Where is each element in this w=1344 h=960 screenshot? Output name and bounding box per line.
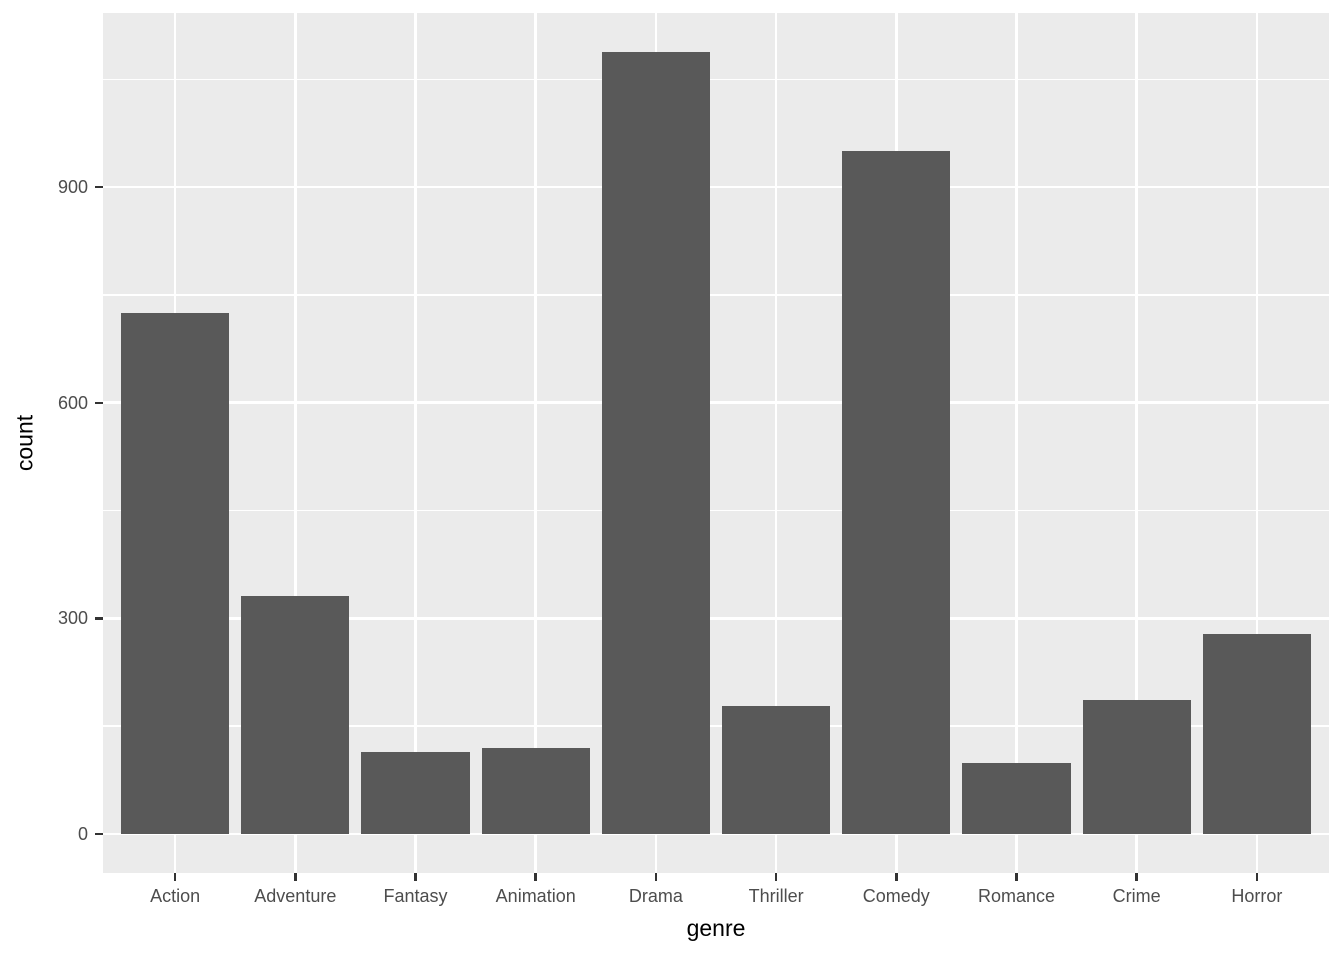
y-tick-label: 300 — [57, 608, 88, 629]
x-tick-label: Crime — [1112, 886, 1161, 906]
y-tick-mark — [95, 401, 103, 404]
x-tick-mark — [774, 873, 778, 881]
x-tick-mark — [1255, 873, 1259, 881]
x-tick-label: Action — [150, 886, 201, 906]
x-tick-label: Comedy — [862, 886, 930, 906]
bar-drama — [601, 52, 710, 834]
x-tick-mark — [1135, 873, 1138, 881]
x-tick-mark — [294, 873, 297, 881]
gridline-vertical — [294, 13, 297, 873]
y-tick-label: 0 — [77, 823, 88, 844]
bar-horror — [1202, 634, 1311, 834]
gridline-horizontal-major — [103, 401, 1329, 405]
gridline-vertical — [534, 13, 537, 873]
x-tick-mark — [1015, 873, 1018, 881]
bar-adventure — [241, 596, 350, 834]
bar-fantasy — [361, 751, 470, 834]
y-tick-mark — [95, 185, 103, 189]
gridline-horizontal-major — [103, 617, 1329, 620]
y-axis-title: count — [11, 414, 38, 472]
gridline-vertical — [774, 13, 778, 873]
x-tick-label: Adventure — [254, 886, 337, 906]
gridline-horizontal-minor — [103, 509, 1329, 512]
x-tick-mark — [895, 873, 898, 881]
x-tick-mark — [654, 873, 658, 881]
gridline-vertical — [1135, 13, 1138, 873]
bar-thriller — [722, 706, 831, 834]
bar-animation — [481, 747, 590, 834]
y-tick-mark — [95, 832, 103, 836]
gridline-horizontal-minor — [103, 294, 1329, 296]
x-tick-mark — [173, 873, 177, 881]
gridline-horizontal-major — [103, 185, 1329, 189]
y-tick-label: 600 — [57, 392, 88, 413]
x-tick-label: Romance — [977, 886, 1055, 906]
gridline-horizontal-minor — [103, 725, 1329, 727]
bar-action — [121, 312, 230, 834]
y-tick-mark — [95, 617, 103, 620]
bar-comedy — [842, 151, 951, 834]
y-tick-label: 900 — [57, 177, 88, 198]
x-tick-label: Animation — [495, 886, 576, 906]
bar-romance — [962, 763, 1071, 834]
plot-panel — [103, 13, 1329, 873]
gridline-horizontal-minor — [103, 78, 1329, 81]
x-tick-mark — [534, 873, 537, 881]
x-tick-label: Drama — [628, 886, 683, 906]
gridline-vertical — [1015, 13, 1018, 873]
gridline-vertical — [414, 13, 417, 873]
x-tick-label: Thriller — [748, 886, 804, 906]
x-axis-title: genre — [686, 915, 746, 941]
gridline-horizontal-major — [103, 832, 1329, 836]
x-tick-mark — [414, 873, 417, 881]
x-tick-label: Fantasy — [383, 886, 448, 906]
gridline-vertical — [1255, 13, 1259, 873]
x-tick-label: Horror — [1231, 886, 1283, 906]
bar-crime — [1082, 699, 1191, 834]
